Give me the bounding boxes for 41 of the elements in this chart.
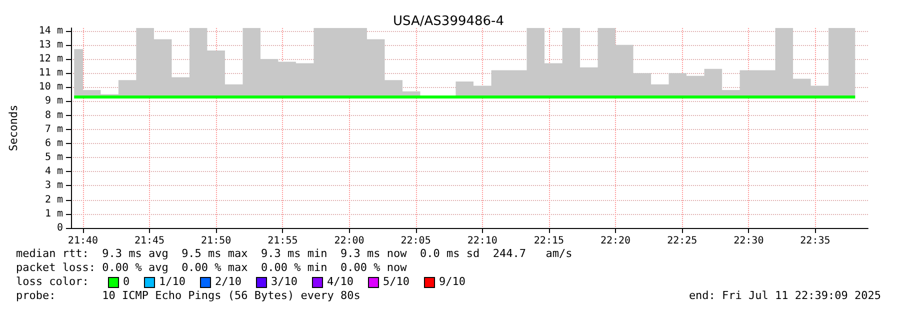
x-tick-label: 22:35 [800, 236, 830, 246]
text: median rtt: 9.3 ms avg 9.5 ms max 9.3 ms min 9.3 ms now 0.0 ms sd 244.7 am/s [16, 247, 572, 260]
y-tick-label: 11 m [38, 68, 63, 79]
x-tick-label: 22:25 [667, 236, 698, 246]
x-tick-label: 22:20 [600, 236, 631, 246]
text: 3/10 [271, 275, 298, 288]
x-tick-label: 21:40 [68, 236, 98, 246]
y-tick-label: 14 m [38, 25, 63, 36]
text: 2/10 [215, 275, 242, 288]
y-tick-label: 0 [56, 222, 63, 234]
y-tick-label: 2 m [44, 194, 63, 206]
y-tick-label: 13 m [38, 39, 63, 50]
y-tick-label: 9 m [44, 96, 63, 107]
y-tick-label: 5 m [44, 152, 63, 164]
y-tick-label: 8 m [44, 110, 63, 121]
text: 4/10 [327, 275, 354, 288]
text: loss color: [16, 275, 89, 288]
x-tick-label: 22:00 [334, 236, 364, 246]
text: 9/10 [439, 275, 466, 288]
x-tick-label: 22:15 [534, 236, 564, 246]
y-axis-title: Seconds [7, 104, 20, 152]
y-tick-label: 6 m [44, 138, 63, 149]
text: probe: 10 ICMP Echo Pings (56 Bytes) every 80s [16, 289, 360, 302]
y-tick-label: 7 m [44, 124, 63, 135]
text: 5/10 [383, 275, 410, 288]
text: 0 [123, 275, 130, 288]
chart-title: USA/AS399486-4 [392, 14, 504, 29]
x-tick-label: 22:05 [400, 236, 431, 246]
y-tick-label: 1 m [44, 208, 63, 220]
x-tick-label: 21:50 [201, 236, 232, 246]
y-tick-label: 3 m [44, 180, 63, 192]
text: end: Fri Jul 11 22:39:09 2025 [688, 289, 881, 302]
text: 1/10 [159, 275, 186, 288]
x-tick-label: 22:30 [734, 236, 764, 246]
y-tick-label: 10 m [38, 82, 63, 93]
y-tick-label: 12 m [38, 53, 63, 64]
x-tick-label: 21:55 [268, 236, 298, 246]
y-tick-label: 4 m [44, 166, 63, 178]
x-tick-label: 21:45 [134, 236, 165, 246]
text: packet loss: 0.00 % avg 0.00 % max 0.00 % min 0.00 % now [16, 261, 407, 274]
x-tick-label: 22:10 [467, 236, 498, 246]
